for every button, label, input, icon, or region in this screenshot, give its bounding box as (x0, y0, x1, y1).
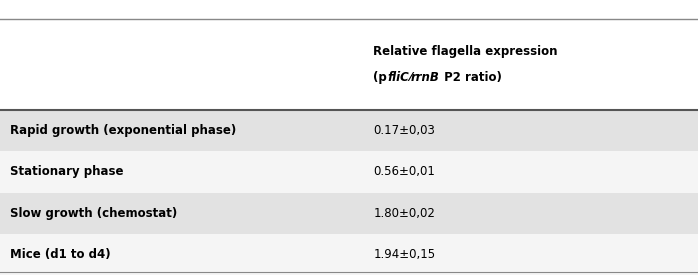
Text: 0.56±0,01: 0.56±0,01 (373, 165, 436, 178)
Bar (0, 151, 698, 192)
Text: Rapid growth (exponential phase): Rapid growth (exponential phase) (10, 124, 237, 137)
Text: rrnB: rrnB (411, 71, 440, 84)
Text: Mice (d1 to d4): Mice (d1 to d4) (10, 248, 111, 261)
Text: P2 ratio): P2 ratio) (440, 71, 502, 84)
Bar (0, 234, 698, 275)
Text: 0.17±0,03: 0.17±0,03 (373, 124, 436, 137)
Text: 1.94±0,15: 1.94±0,15 (373, 248, 436, 261)
Bar (0, 110, 698, 151)
Text: 1.80±0,02: 1.80±0,02 (373, 207, 436, 220)
Text: Stationary phase: Stationary phase (10, 165, 124, 178)
Text: fliC: fliC (387, 71, 409, 84)
Text: ⁄: ⁄ (409, 71, 411, 84)
Text: Relative flagella expression: Relative flagella expression (373, 45, 558, 58)
Bar (0, 192, 698, 234)
Text: (p: (p (373, 71, 387, 84)
Text: Slow growth (chemostat): Slow growth (chemostat) (10, 207, 178, 220)
